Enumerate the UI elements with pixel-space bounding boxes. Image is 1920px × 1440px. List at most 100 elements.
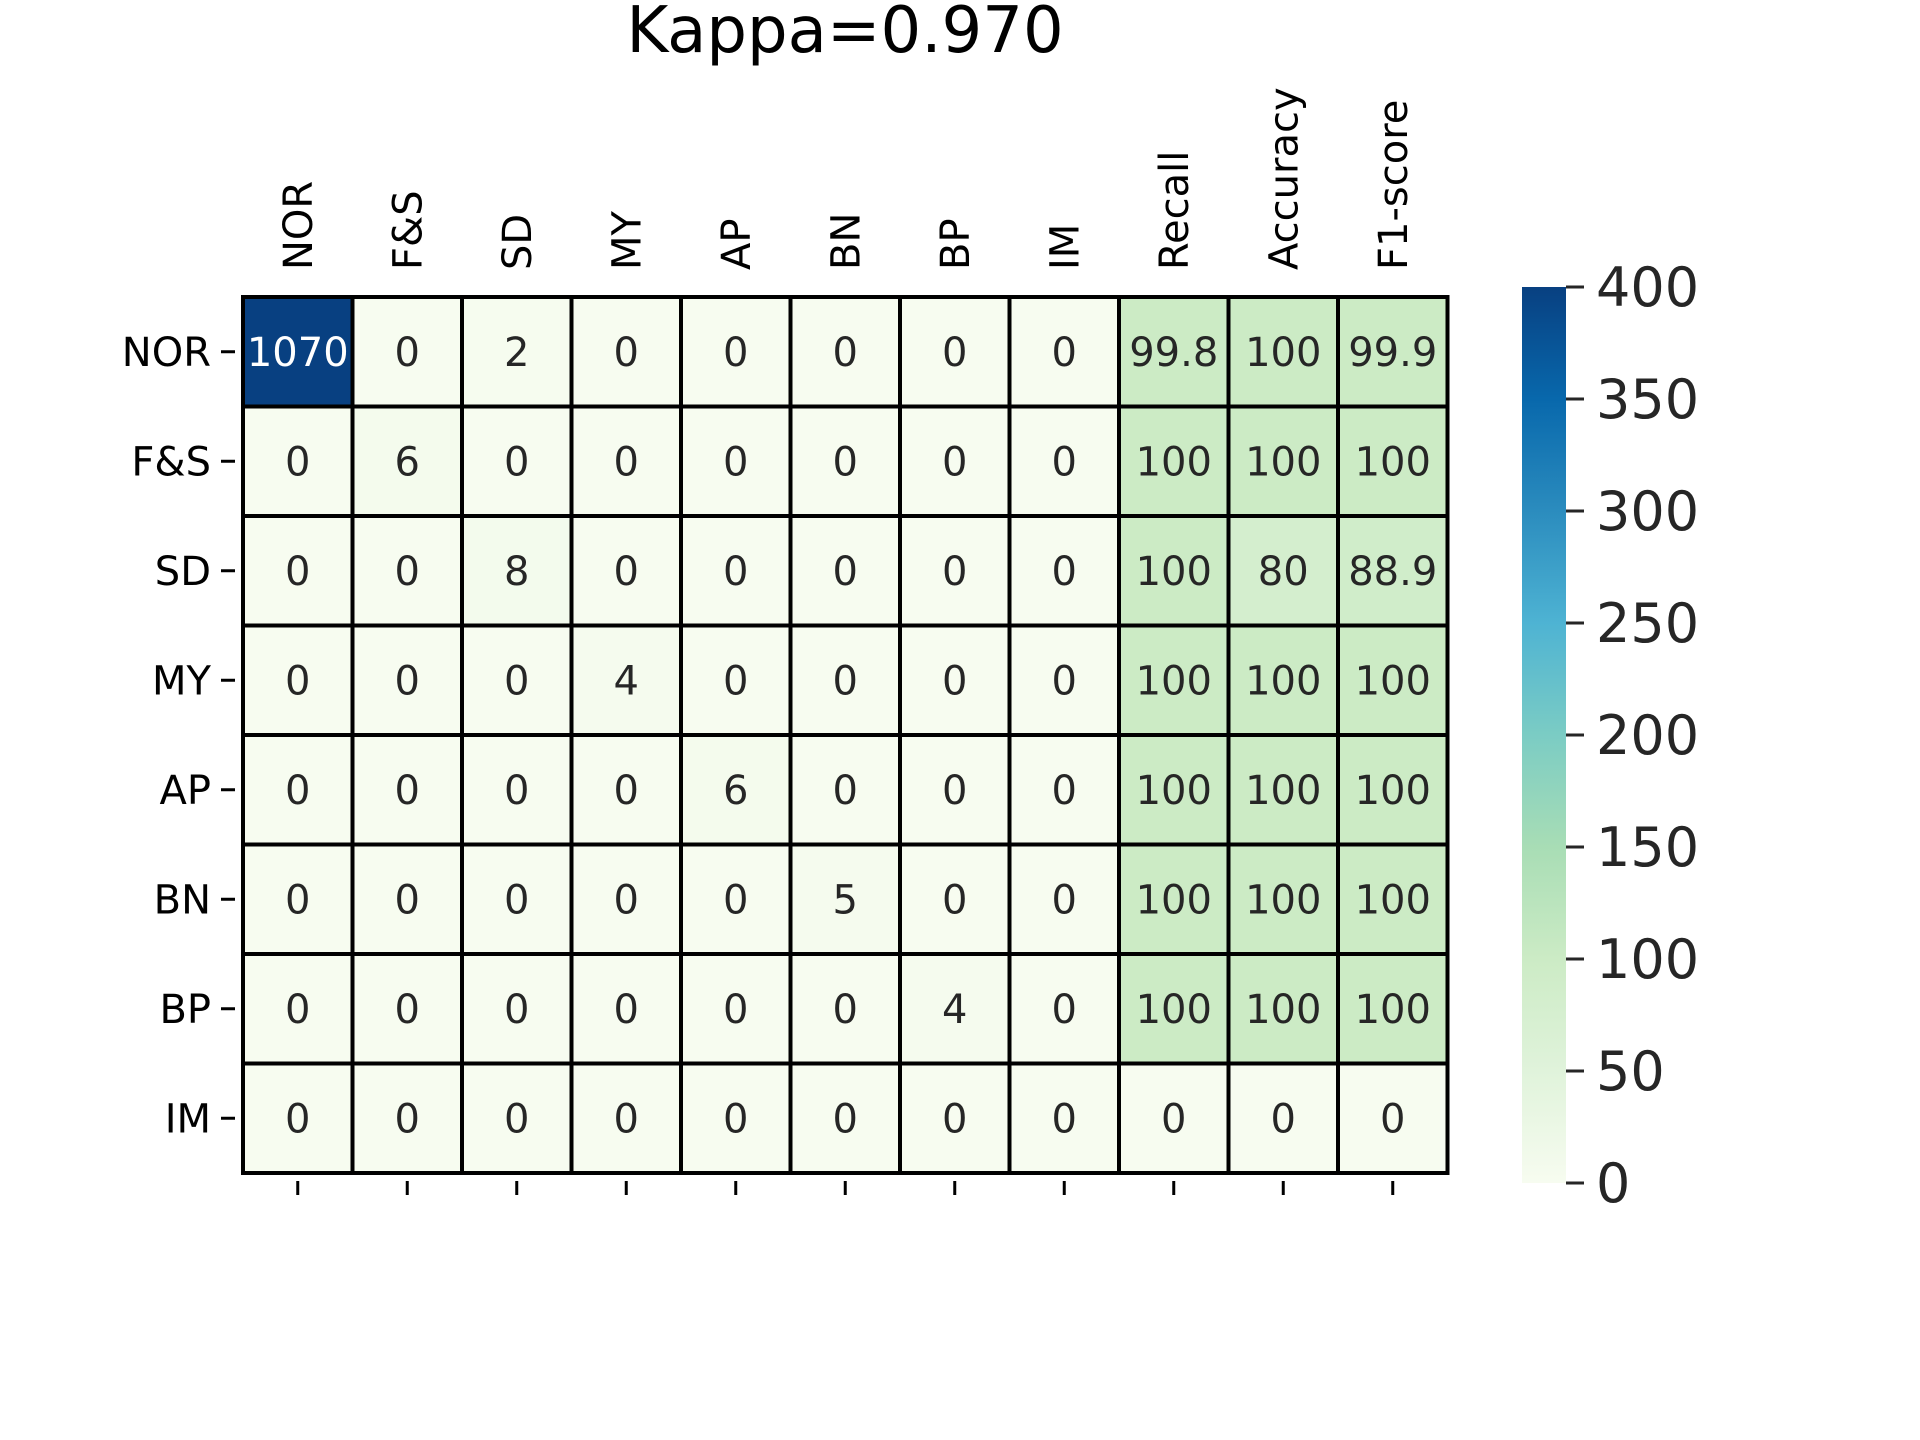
heatmap-grid: 1070 0 2 0 0 0 0 0 99.8 100 99.9 0 6 0 0 0 0 0 0 100 100 100 0…: [122, 87, 1450, 1195]
heatmap-cell: [1226, 295, 1340, 409]
heatmap-cell: [1336, 842, 1450, 956]
heatmap-cell: [1117, 733, 1231, 847]
cell-value-label: 0: [833, 1096, 858, 1142]
x-tick-label-recall: Recall: [1152, 151, 1198, 270]
heatmap-cell: [241, 1061, 355, 1175]
heatmap-cell: [241, 842, 355, 956]
cell-value-label: 100: [1245, 987, 1321, 1033]
cell-value-label: 0: [504, 877, 529, 923]
heatmap-cell: [1226, 404, 1340, 518]
cell-value-label: 0: [1052, 658, 1077, 704]
heatmap-cell: [460, 952, 574, 1066]
cell-value-label: 0: [395, 330, 420, 376]
heatmap-cell: [350, 952, 464, 1066]
cell-value-label: 100: [1245, 658, 1321, 704]
heatmap-cell: [241, 952, 355, 1066]
cell-value-label: 0: [285, 987, 310, 1033]
cell-value-label: 0: [1052, 330, 1077, 376]
cell-value-label: 0: [614, 1096, 639, 1142]
cell-value-label: 0: [942, 439, 967, 485]
cell-value-label: 0: [942, 549, 967, 595]
cell-value-label: 0: [395, 987, 420, 1033]
x-tick-label-nor: NOR: [276, 181, 322, 270]
heatmap-cell: [1336, 733, 1450, 847]
heatmap-cell: [1336, 514, 1450, 628]
heatmap-cell: [898, 514, 1012, 628]
heatmap-cell: [1117, 404, 1231, 518]
cell-value-label: 0: [504, 1096, 529, 1142]
cell-value-label: 0: [614, 439, 639, 485]
cell-value-label: 0: [723, 1096, 748, 1142]
cell-value-label: 0: [395, 549, 420, 595]
x-tick-label-im: IM: [1042, 224, 1088, 270]
cell-value-label: 0: [614, 987, 639, 1033]
heatmap-cell: [1117, 514, 1231, 628]
cell-value-label: 0: [833, 768, 858, 814]
cell-value-label: 100: [1136, 549, 1212, 595]
y-tick-label-fands: F&S: [131, 439, 211, 485]
y-tick-label-bp: BP: [159, 987, 211, 1033]
heatmap-cell: [788, 295, 902, 409]
heatmap-cell: [1007, 952, 1121, 1066]
cell-value-label: 0: [395, 877, 420, 923]
heatmap-cell: [788, 733, 902, 847]
heatmap-cell: [679, 404, 793, 518]
cell-value-label: 0: [504, 987, 529, 1033]
colorbar-tick-label: 50: [1596, 1040, 1665, 1103]
x-tick-label-my: MY: [604, 210, 650, 270]
cell-value-label: 100: [1136, 877, 1212, 923]
cell-value-label: 0: [723, 330, 748, 376]
colorbar-tick-label: 400: [1596, 256, 1699, 319]
cell-value-label: 100: [1355, 768, 1431, 814]
heatmap-cell: [1336, 1061, 1450, 1175]
cell-value-label: 100: [1355, 439, 1431, 485]
heatmap-cell: [1336, 952, 1450, 1066]
y-tick-label-im: IM: [165, 1096, 211, 1142]
x-tick-label-accuracy: Accuracy: [1261, 87, 1307, 270]
heatmap-cell: [1007, 404, 1121, 518]
cell-value-label: 0: [285, 658, 310, 704]
colorbar-tick-label: 250: [1596, 592, 1699, 655]
heatmap-cell: [679, 514, 793, 628]
heatmap-cell: [788, 952, 902, 1066]
heatmap-cell: [569, 733, 683, 847]
colorbar-tick-label: 200: [1596, 704, 1699, 767]
colorbar-tick-label: 150: [1596, 816, 1699, 879]
cell-value-label: 0: [833, 549, 858, 595]
cell-value-label: 0: [395, 658, 420, 704]
cell-value-label: 0: [285, 1096, 310, 1142]
heatmap-cell: [1336, 404, 1450, 518]
cell-value-label: 0: [285, 439, 310, 485]
x-tick-label-f1-score: F1-score: [1371, 100, 1417, 270]
heatmap-cell: [1007, 1061, 1121, 1175]
heatmap-cell: [1117, 623, 1231, 737]
cell-value-label: 0: [395, 768, 420, 814]
cell-value-label: 0: [1380, 1096, 1405, 1142]
heatmap-cell: [1226, 733, 1340, 847]
colorbar-tick-label: 350: [1596, 368, 1699, 431]
chart-title: Kappa=0.970: [626, 0, 1063, 68]
cell-value-label: 0: [1052, 549, 1077, 595]
cell-value-label: 4: [942, 987, 967, 1033]
cell-value-label: 100: [1136, 439, 1212, 485]
colorbar-tick-label: 100: [1596, 928, 1699, 991]
cell-value-label: 6: [395, 439, 420, 485]
cell-value-label: 0: [614, 877, 639, 923]
cell-value-label: 0: [1052, 877, 1077, 923]
colorbar-tick-label: 300: [1596, 480, 1699, 543]
cell-value-label: 0: [1052, 987, 1077, 1033]
cell-value-label: 8: [504, 549, 529, 595]
cell-value-label: 0: [1161, 1096, 1186, 1142]
cell-value-label: 100: [1136, 768, 1212, 814]
colorbar-scale: [1522, 287, 1566, 1183]
cell-value-label: 0: [942, 877, 967, 923]
cell-value-label: 0: [723, 658, 748, 704]
cell-value-label: 0: [1052, 439, 1077, 485]
cell-value-label: 0: [614, 768, 639, 814]
x-tick-label-bp: BP: [933, 218, 979, 270]
cell-value-label: 1070: [247, 330, 349, 376]
heatmap-cell: [898, 733, 1012, 847]
cell-value-label: 4: [614, 658, 639, 704]
heatmap-cell: [788, 404, 902, 518]
